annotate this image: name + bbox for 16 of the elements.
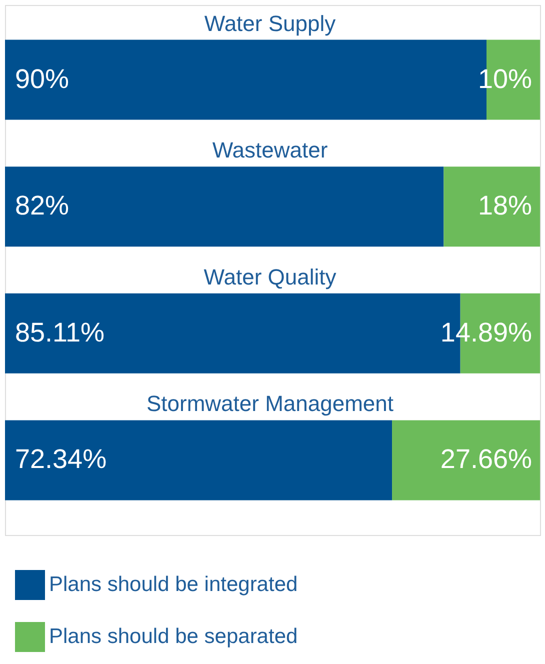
- legend-label: Plans should be integrated: [49, 573, 298, 596]
- y-tick-label: Water Quality: [204, 264, 336, 290]
- y-tick-label: Stormwater Management: [146, 391, 394, 416]
- data-label: 90%: [15, 64, 70, 94]
- data-label: 18%: [478, 190, 532, 221]
- y-tick-label: Water Supply: [204, 10, 336, 36]
- data-label: 82%: [15, 190, 70, 221]
- data-label: 72.34%: [15, 444, 107, 474]
- bar: [5, 166, 444, 247]
- bar: [392, 420, 540, 500]
- y-tick-label: Wastewater: [212, 138, 328, 163]
- bar: [5, 420, 392, 500]
- bar: [444, 166, 540, 247]
- data-label: 27.66%: [440, 444, 532, 474]
- data-label: 85.11%: [15, 317, 105, 348]
- legend-label: Plans should be separated: [49, 625, 298, 648]
